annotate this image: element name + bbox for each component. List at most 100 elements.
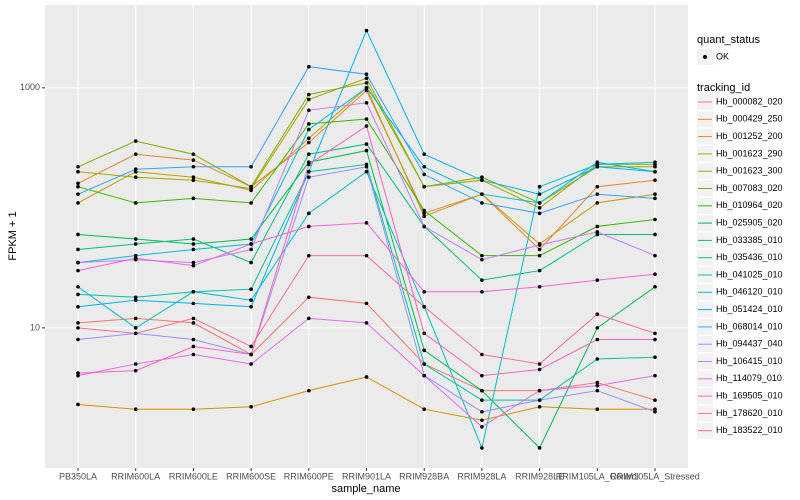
data-point xyxy=(249,287,253,292)
data-point xyxy=(307,122,311,126)
data-point xyxy=(307,64,311,69)
data-point xyxy=(76,373,80,378)
data-point xyxy=(537,446,542,450)
data-point xyxy=(191,164,196,169)
legend-label: Hb_183522_010 xyxy=(716,425,783,435)
data-point xyxy=(537,367,542,372)
data-point xyxy=(364,375,369,379)
data-point xyxy=(537,206,542,210)
data-point xyxy=(76,201,80,205)
data-point xyxy=(595,337,600,342)
data-point xyxy=(249,242,253,246)
data-point xyxy=(76,292,80,297)
data-point xyxy=(76,247,80,252)
data-point xyxy=(76,326,80,330)
legend-label: Hb_001623_290 xyxy=(716,148,783,158)
x-tick-label: PB350LA xyxy=(59,471,97,481)
data-point xyxy=(537,184,542,189)
data-point xyxy=(249,362,253,366)
legend-label: Hb_106415_010 xyxy=(716,356,783,366)
data-point xyxy=(133,237,138,241)
data-point xyxy=(76,337,80,342)
data-point xyxy=(480,278,484,282)
data-point xyxy=(76,260,80,265)
data-point xyxy=(537,243,542,247)
data-point xyxy=(422,164,427,169)
data-point xyxy=(480,192,484,196)
data-point xyxy=(653,284,657,289)
data-point xyxy=(364,301,369,306)
data-point xyxy=(422,184,427,189)
data-point xyxy=(422,211,427,216)
legend-label: Hb_046120_010 xyxy=(716,287,783,297)
point-legend-label: OK xyxy=(716,51,729,61)
legend-label: Hb_178620_010 xyxy=(716,408,783,418)
data-point xyxy=(653,217,657,222)
data-point xyxy=(133,362,138,366)
data-point xyxy=(653,355,657,359)
x-tick-label: RRIM600LE xyxy=(169,471,218,481)
data-point xyxy=(191,247,196,252)
x-tick-label: RRIM600LA xyxy=(111,471,160,481)
data-point xyxy=(422,172,427,177)
data-point xyxy=(422,214,427,219)
data-point xyxy=(191,175,196,180)
data-point xyxy=(537,362,542,366)
data-point xyxy=(422,362,427,366)
data-point xyxy=(480,446,484,450)
data-point xyxy=(364,221,369,225)
data-point xyxy=(422,331,427,336)
legend-label: Hb_025905_020 xyxy=(716,217,783,227)
data-point xyxy=(133,242,138,246)
data-point xyxy=(595,326,600,330)
data-point xyxy=(364,28,369,33)
data-point xyxy=(249,260,253,265)
legend-label: Hb_035436_010 xyxy=(716,252,783,262)
data-point xyxy=(595,164,600,169)
data-point xyxy=(133,407,138,412)
data-point xyxy=(537,201,542,205)
y-tick-label: 1000 xyxy=(20,82,40,92)
data-point xyxy=(307,127,311,132)
legend-label: Hb_041025_010 xyxy=(716,269,783,279)
data-point xyxy=(537,268,542,273)
data-point xyxy=(191,152,196,156)
x-tick-label: RRIM928LA xyxy=(457,471,506,481)
data-point xyxy=(653,160,657,165)
data-point xyxy=(653,253,657,258)
data-point xyxy=(364,81,369,85)
data-point xyxy=(249,247,253,252)
data-point xyxy=(133,167,138,171)
data-point xyxy=(595,160,600,165)
data-point xyxy=(249,164,253,169)
data-point xyxy=(307,140,311,145)
data-point xyxy=(480,175,484,180)
data-point xyxy=(653,407,657,412)
data-point xyxy=(595,407,600,412)
data-point xyxy=(133,368,138,373)
data-point xyxy=(537,398,542,402)
data-point xyxy=(191,344,196,349)
data-point xyxy=(364,72,369,76)
data-point xyxy=(653,373,657,378)
legend-label: Hb_010964_020 xyxy=(716,200,783,210)
data-point xyxy=(595,192,600,196)
data-point xyxy=(364,76,369,81)
data-point xyxy=(537,405,542,409)
data-point xyxy=(653,398,657,402)
data-point xyxy=(76,164,80,169)
data-point xyxy=(76,181,80,186)
data-point xyxy=(595,383,600,388)
data-point xyxy=(191,352,196,357)
data-point xyxy=(76,402,80,407)
data-point xyxy=(133,139,138,143)
legend-label: Hb_001252_200 xyxy=(716,131,783,141)
data-point xyxy=(191,301,196,306)
point-legend-title: quant_status xyxy=(697,34,760,46)
data-point xyxy=(307,295,311,300)
data-point xyxy=(422,289,427,294)
x-tick-label: RRIM928BA xyxy=(399,471,449,481)
y-tick-label: 10 xyxy=(30,322,40,332)
data-point xyxy=(76,192,80,196)
